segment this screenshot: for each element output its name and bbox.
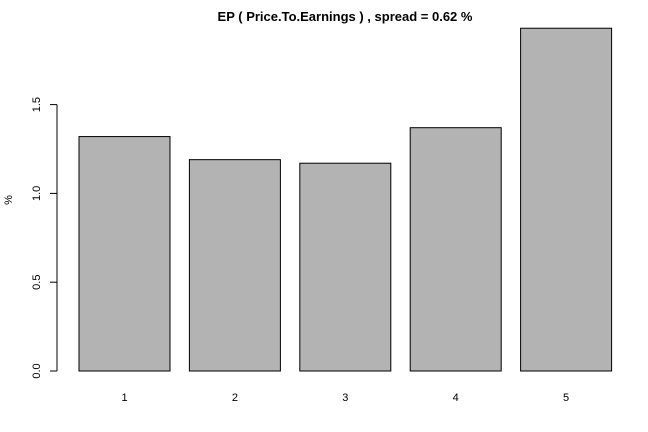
x-tick-label: 4	[453, 392, 459, 404]
x-tick-label: 2	[232, 392, 238, 404]
x-tick-label: 3	[342, 392, 348, 404]
bars-group	[78, 27, 613, 372]
bar	[188, 159, 281, 372]
x-tick-labels: 1 2 3 4 5	[121, 392, 569, 404]
y-tick-label: 0.5	[31, 275, 43, 290]
chart-title: EP ( Price.To.Earnings ) , spread = 0.62…	[218, 9, 473, 24]
bar	[409, 127, 502, 372]
y-axis-label: %	[3, 195, 15, 205]
bar	[299, 162, 392, 372]
bar	[520, 27, 613, 372]
y-tick-label: 1.0	[31, 186, 43, 201]
y-axis: 0.0 0.5 1.0 1.5	[31, 97, 58, 379]
x-tick-label: 1	[121, 392, 127, 404]
y-tick-label: 0.0	[31, 363, 43, 378]
bar	[78, 136, 171, 372]
y-tick-label: 1.5	[31, 97, 43, 112]
x-tick-label: 5	[563, 392, 569, 404]
